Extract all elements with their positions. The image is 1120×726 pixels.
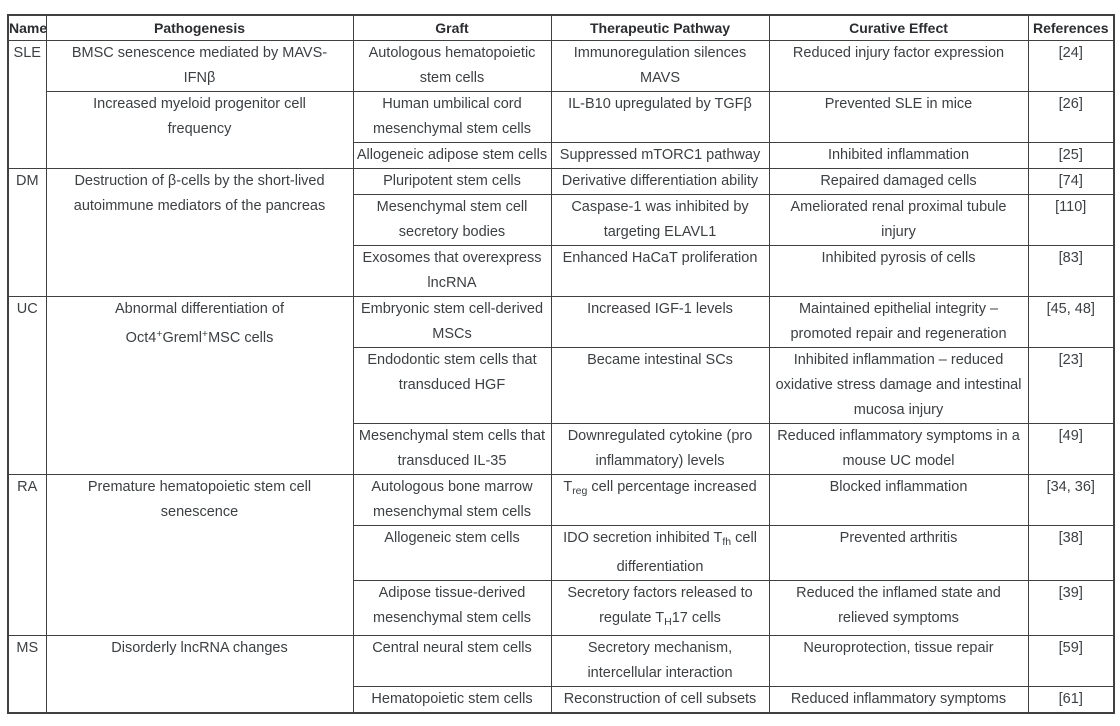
pathway-cell: Secretory factors released to regulate T… — [550, 580, 770, 636]
column-header-name: Name — [7, 14, 47, 41]
pathway-cell: Became intestinal SCs — [550, 347, 770, 424]
effect-cell: Inhibited pyrosis of cells — [768, 245, 1029, 297]
table-row: SLE BMSC senescence mediated by MAVS- IFNβ… — [7, 40, 1115, 169]
graft-cell: Autologous bone marrow mesenchymal stem … — [352, 474, 552, 526]
references-cell: [26] — [1027, 91, 1115, 143]
graft-cell: Allogeneic adipose stem cells — [352, 142, 552, 169]
pathway-cell: Secretory mechanism, intercellular inter… — [550, 635, 770, 687]
name-cell: DM — [7, 168, 47, 297]
effect-cell: Inhibited inflammation — [768, 142, 1029, 169]
table-row: UC Abnormal differentiation of Oct4+Greml+… — [7, 296, 1115, 475]
references-cell: [49] — [1027, 423, 1115, 475]
effect-cell: Reduced inflammatory symptoms — [768, 686, 1029, 714]
references-cell: [110] — [1027, 194, 1115, 246]
review-table: Name Pathogenesis Graft Therapeutic Path… — [7, 14, 1115, 714]
column-header-pathogenesis: Pathogenesis — [45, 14, 354, 41]
pathogenesis-cell: Disorderly lncRNA changes — [45, 635, 354, 714]
effect-cell: Reduced the inflamed state and relieved … — [768, 580, 1029, 636]
pathway-cell: Enhanced HaCaT proliferation — [550, 245, 770, 297]
references-cell: [34, 36] — [1027, 474, 1115, 526]
graft-cell: Pluripotent stem cells — [352, 168, 552, 195]
references-cell: [39] — [1027, 580, 1115, 636]
effect-cell: Neuroprotection, tissue repair — [768, 635, 1029, 687]
pathogenesis-cell: Destruction of β-cells by the short-live… — [45, 168, 354, 297]
effect-cell: Maintained epithelial integrity – promot… — [768, 296, 1029, 348]
effect-cell: Ameliorated renal proximal tubule injury — [768, 194, 1029, 246]
name-cell: UC — [7, 296, 47, 475]
pathogenesis-cell: Abnormal differentiation of Oct4+Greml+MS… — [45, 296, 354, 475]
column-header-graft: Graft — [352, 14, 552, 41]
pathogenesis-cell: BMSC senescence mediated by MAVS- IFNβ — [45, 40, 354, 92]
effect-cell: Prevented arthritis — [768, 525, 1029, 581]
graft-cell: Hematopoietic stem cells — [352, 686, 552, 714]
table-row: DM Destruction of β-cells by the short-li… — [7, 168, 1115, 297]
table-row: Mesenchymal stem cells that transduced I… — [8, 423, 1115, 475]
pathway-cell: IL-B10 upregulated by TGFβ — [550, 91, 770, 143]
pathway-cell: Downregulated cytokine (pro inflammatory… — [550, 423, 770, 475]
effect-cell: Blocked inflammation — [768, 474, 1029, 526]
table-row: Exosomes that overexpress lncRNA Enhanced… — [8, 245, 1115, 297]
graft-cell: Allogeneic stem cells — [352, 525, 552, 581]
pathway-cell: Immunoregulation silences MAVS — [550, 40, 770, 92]
references-cell: [25] — [1027, 142, 1115, 169]
pathogenesis-cell: Premature hematopoietic stem cell senesce… — [45, 474, 354, 636]
column-header-therapeutic-pathway: Therapeutic Pathway — [550, 14, 770, 41]
graft-cell: Exosomes that overexpress lncRNA — [352, 245, 552, 297]
table-container: Name Pathogenesis Graft Therapeutic Path… — [7, 14, 1115, 714]
table-row: Adipose tissue-derived mesenchymal stem … — [8, 580, 1115, 636]
graft-cell: Mesenchymal stem cell secretory bodies — [352, 194, 552, 246]
pathway-cell: Reconstruction of cell subsets — [550, 686, 770, 714]
pathway-cell: IDO secretion inhibited Tfh cell differe… — [550, 525, 770, 581]
superscript-text: + — [201, 328, 209, 340]
table-row: Endodontic stem cells that transduced HG… — [8, 347, 1115, 424]
references-cell: [24] — [1027, 40, 1115, 92]
table-row: RA Premature hematopoietic stem cell senes… — [7, 474, 1115, 636]
column-header-references: References — [1027, 14, 1115, 41]
graft-cell: Human umbilical cord mesenchymal stem ce… — [352, 91, 552, 143]
subscript-text: H — [664, 616, 672, 628]
graft-cell: Adipose tissue-derived mesenchymal stem … — [352, 580, 552, 636]
pathway-cell: Increased IGF-1 levels — [550, 296, 770, 348]
references-cell: [23] — [1027, 347, 1115, 424]
references-cell: [61] — [1027, 686, 1115, 714]
superscript-text: + — [156, 328, 163, 340]
table-row: Increased myeloid progenitor cell frequen… — [8, 91, 1115, 169]
table-row: MS Disorderly lncRNA changes Central neura… — [7, 635, 1115, 714]
pathogenesis-cell: Increased myeloid progenitor cell frequen… — [45, 91, 354, 169]
effect-cell: Inhibited inflammation – reduced oxidati… — [768, 347, 1029, 424]
header-row: Name Pathogenesis Graft Therapeutic Path… — [7, 14, 1115, 41]
subscript-text: fh — [722, 536, 732, 548]
column-header-curative-effect: Curative Effect — [768, 14, 1029, 41]
references-cell: [38] — [1027, 525, 1115, 581]
references-cell: [59] — [1027, 635, 1115, 687]
name-cell: SLE — [7, 40, 47, 169]
pathway-cell: Suppressed mTORC1 pathway — [550, 142, 770, 169]
references-cell: [74] — [1027, 168, 1115, 195]
effect-cell: Prevented SLE in mice — [768, 91, 1029, 143]
graft-cell: Central neural stem cells — [352, 635, 552, 687]
table-row: Allogeneic adipose stem cells Suppressed … — [8, 142, 1115, 169]
graft-cell: Endodontic stem cells that transduced HG… — [352, 347, 552, 424]
effect-cell: Reduced injury factor expression — [768, 40, 1029, 92]
pathway-cell: Caspase-1 was inhibited by targeting ELA… — [550, 194, 770, 246]
references-cell: [83] — [1027, 245, 1115, 297]
subscript-text: reg — [572, 485, 588, 497]
graft-cell: Embryonic stem cell-derived MSCs — [352, 296, 552, 348]
effect-cell: Reduced inflammatory symptoms in a mouse… — [768, 423, 1029, 475]
graft-cell: Autologous hematopoietic stem cells — [352, 40, 552, 92]
graft-cell: Mesenchymal stem cells that transduced I… — [352, 423, 552, 475]
table-body: SLE BMSC senescence mediated by MAVS- IFNβ… — [7, 40, 1115, 714]
pathway-cell: Treg cell percentage increased — [550, 474, 770, 526]
pathway-cell: Derivative differentiation ability — [550, 168, 770, 195]
effect-cell: Repaired damaged cells — [768, 168, 1029, 195]
references-cell: [45, 48] — [1027, 296, 1115, 348]
name-cell: RA — [7, 474, 47, 636]
table-row: Mesenchymal stem cell secretory bodies Ca… — [8, 194, 1115, 246]
name-cell: MS — [7, 635, 47, 714]
table-row: Hematopoietic stem cells Reconstruction o… — [8, 686, 1115, 714]
